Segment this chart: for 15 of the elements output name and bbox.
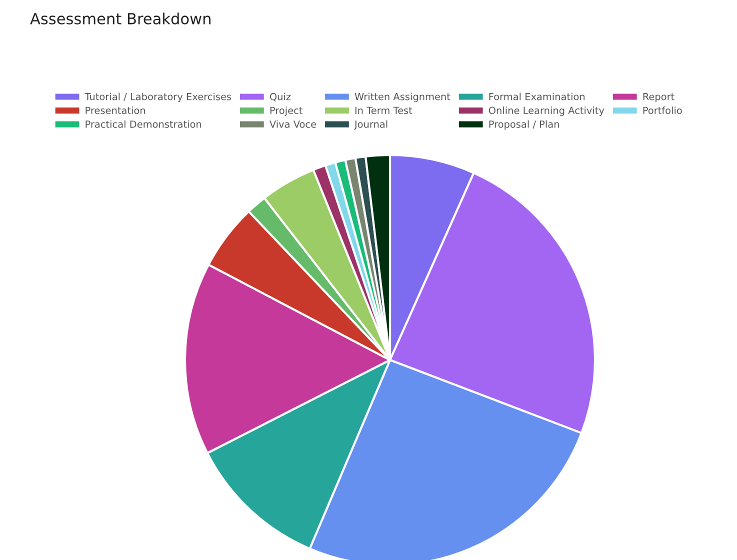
legend-label: Quiz [270,92,291,102]
legend-label: In Term Test [355,106,412,114]
legend-label: Presentation [86,106,145,114]
legend-label: Report [643,93,674,102]
legend-label: Proposal / Plan [489,120,559,130]
legend-label: Journal [354,120,388,130]
legend-label: Online Learning Activity [488,106,604,116]
legend-label: Written Assignment [354,92,450,102]
legend-label: Practical Demonstration [86,120,202,128]
legend-label: Formal Examination [489,92,585,100]
legend-label: Project [270,106,302,116]
chart-title: Assessment Breakdown [30,12,210,24]
legend-label: Viva Voce [270,120,316,128]
legend-label: Portfolio [643,106,682,114]
legend-label: Tutorial / Laboratory Exercises [84,92,232,102]
